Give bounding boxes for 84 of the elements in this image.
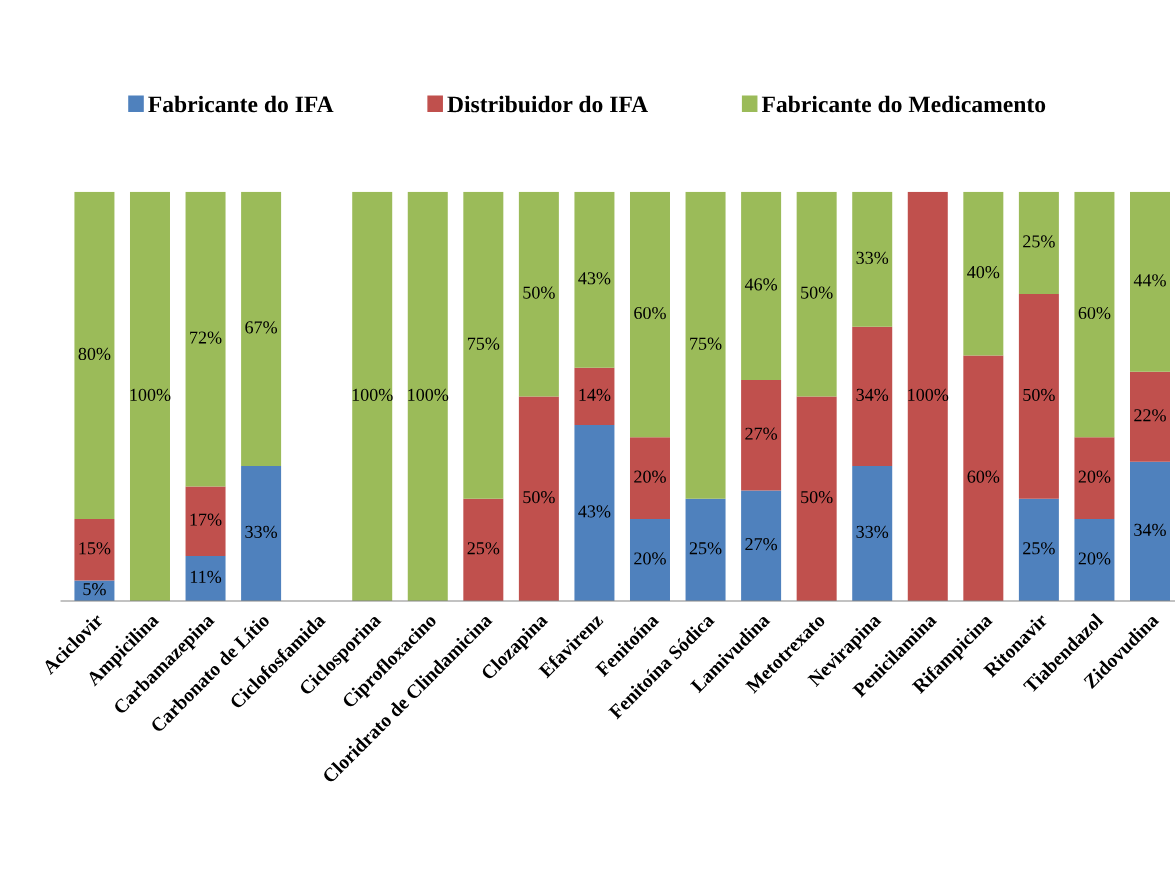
data-label: 60%: [1078, 306, 1111, 320]
data-label: 11%: [190, 570, 222, 584]
bar: [796, 396, 837, 601]
bar: [963, 191, 1004, 356]
data-label: 14%: [579, 388, 611, 401]
bar: [629, 437, 670, 520]
bar: [796, 191, 837, 397]
data-label: 20%: [1078, 470, 1111, 483]
bar: [629, 519, 670, 601]
legend-label: Distribuidor do IFA: [447, 95, 648, 113]
bar: [185, 555, 226, 601]
data-label: 50%: [1023, 388, 1055, 401]
bar: [1130, 461, 1170, 601]
data-label: 27%: [745, 427, 778, 440]
bar: [1018, 498, 1059, 601]
bar: [741, 490, 782, 601]
data-label: 80%: [78, 347, 111, 361]
bar: [1074, 437, 1115, 520]
bar: [1018, 294, 1059, 499]
bar: [1074, 519, 1115, 601]
bar: [852, 465, 893, 601]
data-label: 33%: [245, 525, 278, 539]
bar: [741, 191, 782, 381]
bar: [129, 191, 170, 601]
data-label: 72%: [190, 331, 222, 344]
data-label: 60%: [967, 470, 1000, 483]
data-label: 50%: [523, 286, 555, 299]
bar: [1074, 191, 1115, 438]
data-label: 43%: [578, 505, 611, 518]
bar: [852, 191, 893, 327]
legend-label: Fabricante do IFA: [148, 95, 334, 113]
data-label: 22%: [1134, 409, 1166, 422]
bar: [463, 191, 504, 499]
bar: [574, 367, 615, 426]
bar: [518, 191, 559, 397]
bar: [1130, 371, 1170, 462]
legend-label: Fabricante do Medicamento: [761, 95, 1046, 113]
data-label: 75%: [690, 337, 722, 350]
bar: [74, 191, 115, 520]
data-label: 34%: [1134, 523, 1166, 536]
bar: [741, 380, 782, 491]
data-label: 17%: [190, 513, 222, 526]
bar: [1018, 191, 1059, 295]
bar: [1130, 191, 1170, 372]
bar: [518, 396, 559, 601]
data-label: 60%: [634, 306, 666, 320]
data-label: 27%: [745, 538, 778, 551]
data-label: 43%: [578, 272, 611, 285]
data-label: 46%: [744, 278, 778, 291]
bar: [185, 486, 226, 556]
data-label: 20%: [634, 552, 666, 565]
bar: [352, 191, 393, 601]
data-label: 34%: [856, 388, 889, 401]
data-label: 67%: [245, 321, 278, 334]
bar: [241, 465, 282, 601]
bar: [852, 326, 893, 466]
bar: [685, 498, 726, 601]
data-label: 5%: [83, 583, 106, 596]
bar: [574, 191, 615, 368]
data-label: 50%: [801, 491, 833, 504]
bar: [574, 425, 615, 601]
data-label: 25%: [1023, 235, 1055, 248]
data-label: 50%: [801, 286, 833, 299]
data-label: 33%: [856, 251, 889, 264]
bar: [241, 191, 282, 466]
data-label: 20%: [634, 470, 666, 483]
data-label: 20%: [1078, 552, 1111, 565]
bar: [629, 191, 670, 438]
bar: [463, 498, 504, 601]
data-label: 25%: [689, 542, 722, 555]
bar: [185, 191, 226, 487]
bar: [907, 191, 948, 601]
bar: [407, 191, 448, 601]
data-label: 50%: [523, 491, 555, 504]
data-label: 33%: [856, 525, 889, 539]
bar: [74, 519, 115, 581]
data-label: 15%: [79, 542, 111, 555]
data-label: 40%: [967, 266, 1000, 279]
data-label: 44%: [1133, 274, 1166, 287]
data-label: 25%: [1023, 542, 1055, 555]
bar: [963, 355, 1004, 601]
data-label: 75%: [467, 337, 500, 350]
bar: [685, 191, 726, 499]
data-label: 25%: [467, 542, 500, 555]
